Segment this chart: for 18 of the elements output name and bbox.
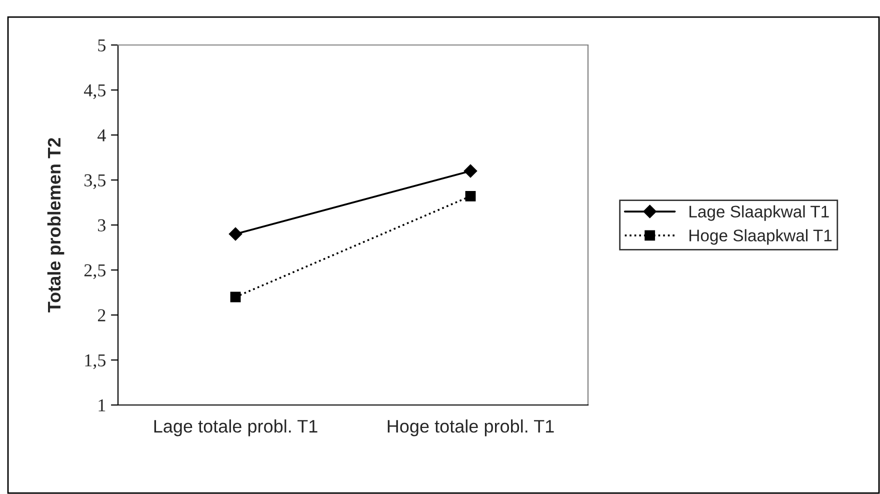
y-axis-title: Totale problemen T2	[47, 138, 64, 312]
point	[230, 292, 241, 302]
y-tick-label: 4	[98, 129, 106, 142]
y-tick-label: 3,5	[84, 174, 106, 190]
legend-label: Hoge Slaapkwal T1	[690, 229, 832, 245]
y-tick-label: 5	[98, 39, 106, 52]
y-tick-label: 4,5	[84, 84, 106, 100]
y-tick-label: 1	[98, 399, 106, 412]
y-tick-label: 2	[98, 309, 106, 322]
y-tick-label: 2,5	[84, 264, 106, 280]
y-tick-label: 1,5	[85, 354, 106, 370]
x-tick-label: Hoge totale probl. T1	[388, 419, 554, 436]
y-tick-label: 3	[98, 219, 106, 232]
legend-label: Lage Slaapkwal T1	[690, 205, 829, 221]
x-tick-label: Lage totale probl. T1	[154, 419, 318, 436]
point	[464, 164, 478, 178]
point	[465, 190, 476, 202]
point	[228, 227, 242, 241]
